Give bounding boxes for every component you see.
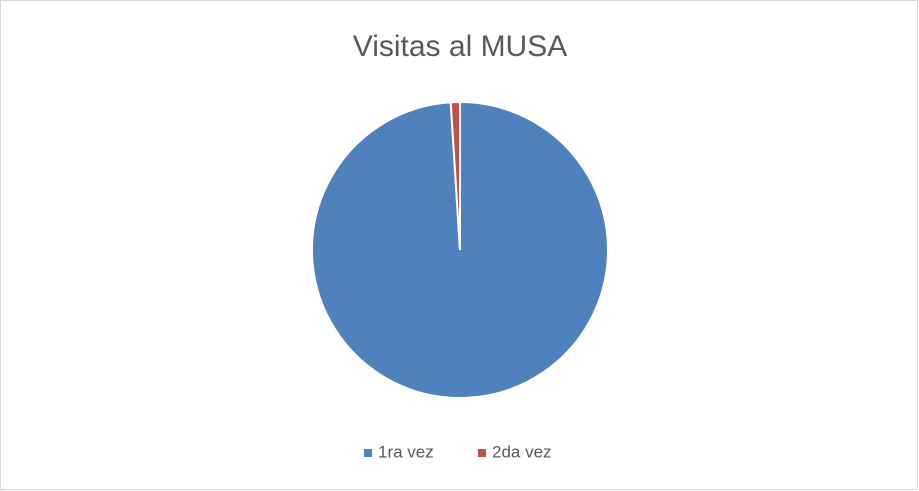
legend-text: 1ra vez (378, 442, 434, 461)
chart-title: Visitas al MUSA (353, 30, 568, 63)
pie-slice (449, 100, 461, 251)
legend-text: 2da vez (492, 442, 552, 461)
legend-swatch (478, 449, 486, 457)
legend-swatch (364, 449, 372, 457)
